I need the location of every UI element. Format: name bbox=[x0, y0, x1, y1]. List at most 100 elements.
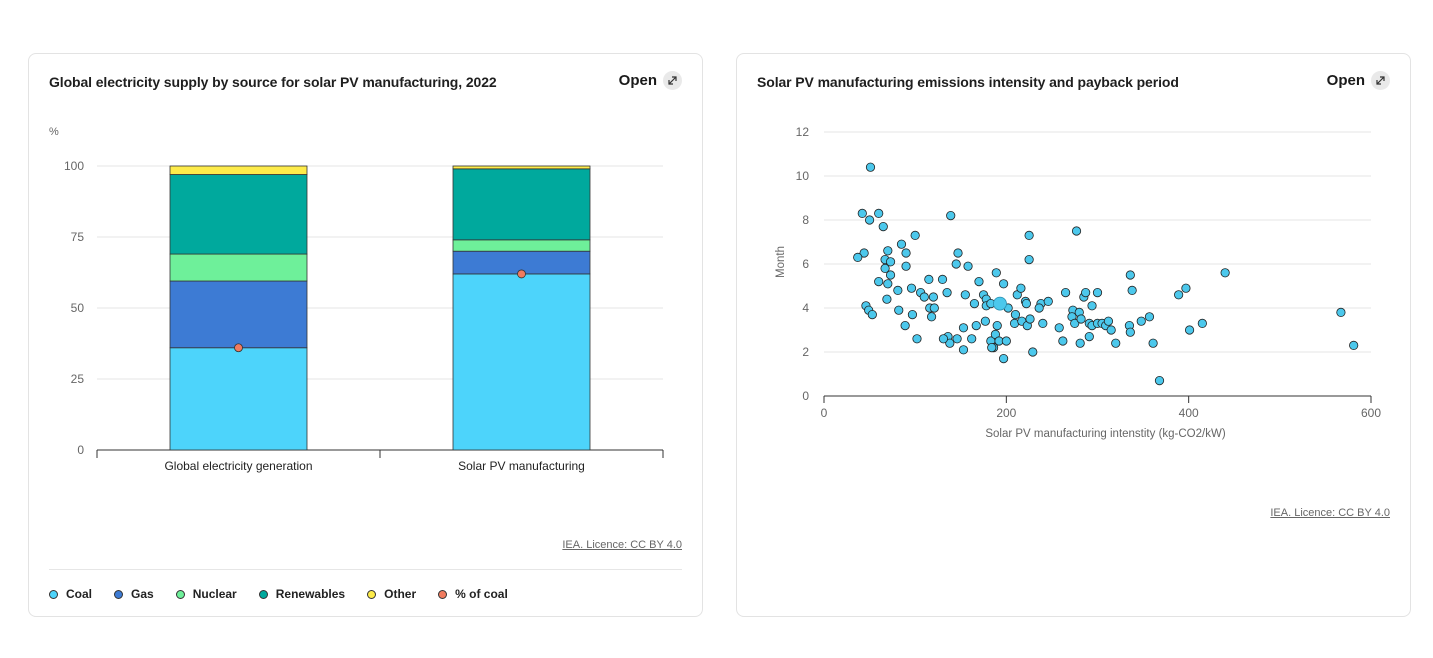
scatter-point bbox=[1349, 340, 1359, 350]
legend-swatch bbox=[258, 589, 268, 599]
scatter-point bbox=[912, 334, 922, 344]
scatter-point bbox=[963, 261, 973, 271]
scatter-point bbox=[991, 268, 1001, 278]
stacked-bar-chart: % 0 25 50 75 100 Global electricity generation… bbox=[49, 126, 664, 473]
scatter-point bbox=[894, 305, 904, 315]
x-tick-label: 600 bbox=[1361, 406, 1381, 420]
chart-title: Global electricity supply by source for … bbox=[49, 74, 497, 90]
scatter-point bbox=[998, 353, 1009, 364]
scatter-point bbox=[998, 279, 1009, 289]
scatter-point bbox=[945, 338, 955, 348]
scatter-point bbox=[864, 215, 875, 225]
y-tick-label: 4 bbox=[802, 301, 809, 315]
scatter-point bbox=[1054, 323, 1064, 333]
bar-segment-gas bbox=[169, 280, 308, 349]
y-tick-label: 2 bbox=[802, 345, 809, 359]
scatter-point bbox=[928, 292, 938, 302]
chart-title: Solar PV manufacturing emissions intensi… bbox=[757, 74, 1179, 90]
legend-label: Nuclear bbox=[192, 587, 237, 601]
scatter-point bbox=[919, 292, 929, 302]
scatter-point bbox=[980, 316, 990, 326]
scatter-point bbox=[969, 299, 980, 309]
scatter-point bbox=[901, 248, 911, 258]
scatter-point bbox=[951, 259, 961, 269]
scatter-point bbox=[958, 345, 969, 355]
scatter-point bbox=[853, 252, 863, 262]
open-label: Open bbox=[618, 72, 657, 89]
x-tick-label: 0 bbox=[821, 406, 828, 420]
y-tick-label: 10 bbox=[796, 169, 810, 183]
scatter-point bbox=[1010, 309, 1021, 320]
scatter-point bbox=[1038, 318, 1048, 328]
scatter-point bbox=[1174, 290, 1184, 300]
legend-item-renewables[interactable]: Renewables bbox=[258, 587, 345, 601]
scatter-point bbox=[1016, 283, 1026, 293]
legend-swatch bbox=[49, 589, 58, 599]
legend-item-gas[interactable]: Gas bbox=[114, 587, 154, 601]
legend-item-nuclear[interactable]: Nuclear bbox=[175, 587, 237, 601]
scatter-point bbox=[953, 248, 963, 258]
scatter-point bbox=[1184, 325, 1195, 335]
scatter-point bbox=[929, 303, 939, 313]
bar-segment-nuclear bbox=[452, 239, 591, 252]
open-button[interactable]: Open bbox=[619, 71, 682, 90]
expand-icon bbox=[1371, 71, 1390, 90]
scatter-point bbox=[1106, 325, 1116, 335]
bar-segment-coal bbox=[169, 347, 308, 451]
scatter-point bbox=[1021, 299, 1031, 309]
scatter-point bbox=[946, 211, 956, 221]
scatter-point bbox=[1136, 316, 1146, 326]
x-axis-title: Solar PV manufacturing intenstity (kg-CO… bbox=[985, 428, 1225, 440]
scatter-point bbox=[857, 208, 867, 218]
scatter-point bbox=[874, 208, 884, 218]
scatter-point bbox=[1103, 316, 1114, 326]
scatter-point bbox=[883, 279, 893, 289]
legend-swatch bbox=[175, 589, 185, 599]
licence-link[interactable]: IEA. Licence: CC BY 4.0 bbox=[1270, 507, 1390, 519]
legend-item-other[interactable]: Other bbox=[367, 587, 416, 601]
legend-label: Coal bbox=[66, 587, 93, 601]
scatter-point bbox=[1197, 318, 1207, 328]
scatter-point bbox=[878, 222, 888, 232]
scatter-point bbox=[1154, 375, 1165, 386]
legend-item-coal[interactable]: Coal bbox=[49, 587, 92, 601]
bar-segment-other bbox=[452, 165, 591, 170]
scatter-point bbox=[1084, 331, 1094, 342]
y-tick-label: 100 bbox=[64, 159, 84, 173]
scatter-point bbox=[974, 277, 984, 287]
scatter-point bbox=[900, 320, 910, 331]
bar-segment-renewables bbox=[452, 168, 591, 241]
y-tick-label: 25 bbox=[71, 372, 85, 386]
chart-legend: Coal Gas Nuclear Renewables Other % of coal bbox=[49, 587, 530, 601]
scatter-point bbox=[952, 334, 962, 344]
open-button[interactable]: Open bbox=[1327, 71, 1390, 90]
legend-label: Gas bbox=[131, 587, 154, 601]
y-tick-label: 75 bbox=[71, 230, 85, 244]
scatter-point bbox=[967, 334, 977, 344]
legend-item-of-coal[interactable]: % of coal bbox=[438, 587, 508, 601]
y-tick-label: 12 bbox=[796, 125, 810, 139]
scatter-point bbox=[901, 261, 911, 271]
scatter-point bbox=[906, 283, 917, 293]
scatter-point bbox=[1144, 312, 1155, 322]
scatter-point bbox=[1034, 303, 1044, 313]
scatter-point bbox=[960, 290, 970, 300]
scatter-point bbox=[1336, 307, 1346, 317]
scatter-point bbox=[867, 309, 877, 320]
x-tick-label: Solar PV manufacturing bbox=[458, 459, 585, 473]
scatter-point bbox=[1043, 296, 1053, 306]
scatter-point bbox=[1001, 336, 1011, 346]
scatter-point bbox=[938, 334, 949, 344]
scatter-point bbox=[1071, 226, 1082, 236]
scatter-point bbox=[880, 263, 890, 273]
scatter-point bbox=[1060, 288, 1071, 298]
scatter-point bbox=[987, 342, 997, 353]
legend-swatch bbox=[438, 589, 448, 599]
x-tick-label: Global electricity generation bbox=[164, 459, 312, 473]
scatter-point bbox=[1148, 338, 1158, 348]
licence-link[interactable]: IEA. Licence: CC BY 4.0 bbox=[562, 539, 682, 551]
scatter-point bbox=[924, 274, 934, 284]
bar-segment-other bbox=[169, 165, 308, 175]
legend-label: % of coal bbox=[455, 587, 508, 601]
bar-segment-renewables bbox=[169, 174, 308, 255]
